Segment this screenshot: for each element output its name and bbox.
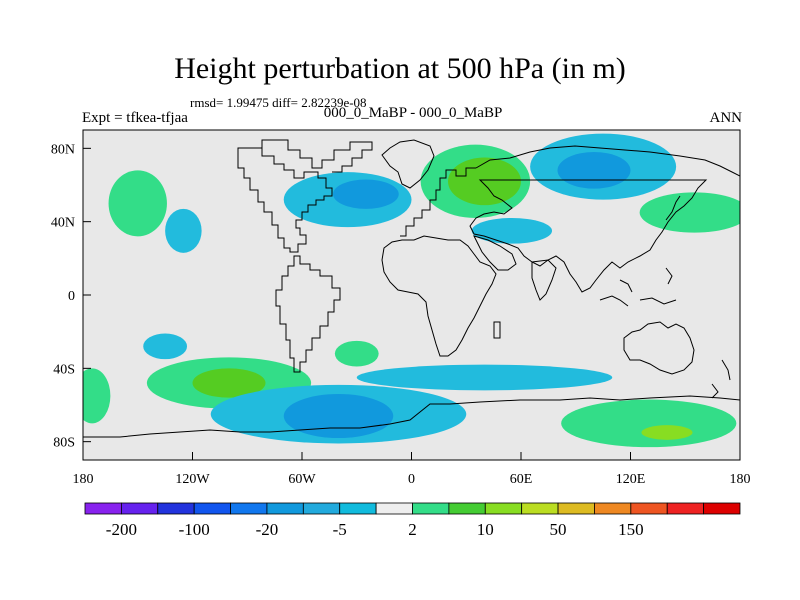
- colorbar-swatch: [157, 502, 195, 515]
- colorbar-label: -200: [106, 520, 137, 539]
- plot-title: Height perturbation at 500 hPa (in m): [174, 52, 626, 85]
- longitude-axis: 180 120W 60W 0 60E 120E 180: [73, 452, 751, 487]
- lat-tick-label: 40S: [53, 362, 75, 377]
- colorbar-label: -20: [256, 520, 279, 539]
- latitude-axis: 80N 40N 0 40S 80S: [51, 142, 91, 451]
- colorbar-swatch: [703, 502, 741, 515]
- colorbar-swatch: [448, 502, 486, 515]
- colorbar-label: 10: [477, 520, 494, 539]
- contour-arctic-east-core: [557, 152, 631, 189]
- lon-tick-label: 120W: [175, 472, 210, 487]
- period-label: 000_0_MaBP - 000_0_MaBP: [323, 105, 503, 121]
- colorbar-swatch: [375, 502, 413, 515]
- contour-south-atlantic-mid: [334, 340, 379, 367]
- lon-tick-label: 60E: [510, 472, 533, 487]
- colorbar-swatch: [302, 502, 341, 515]
- colorbar-swatch: [266, 502, 304, 515]
- colorbar-label: -100: [179, 520, 210, 539]
- colorbar-swatch: [630, 502, 668, 515]
- contour-southern-ocean-east-core: [641, 425, 693, 440]
- contour-indian-ocean-blue: [356, 364, 613, 391]
- season-label: ANN: [709, 110, 743, 126]
- colorbar-label: -5: [333, 520, 347, 539]
- contour-eurasia-north-core: [448, 157, 521, 206]
- contour-pacific-north-japan: [639, 192, 740, 233]
- contour-asia-east-mid: [471, 218, 553, 244]
- lat-tick-label: 0: [68, 289, 75, 304]
- colorbar-swatch: [230, 502, 268, 515]
- colorbar-swatch: [84, 502, 122, 515]
- coastlines: [83, 139, 740, 438]
- colorbar-swatch: [339, 502, 377, 515]
- colorbar-swatch: [666, 502, 705, 515]
- lon-tick-label: 180: [730, 472, 751, 487]
- contour-atlantic-south-west: [83, 368, 111, 424]
- contour-south-pacific-core: [192, 368, 266, 398]
- colorbar-swatch: [484, 502, 523, 515]
- contour-layer: [83, 133, 740, 448]
- colorbar-swatch: [594, 502, 632, 515]
- colorbar-label: 150: [618, 520, 644, 539]
- colorbar-swatch: [557, 502, 595, 515]
- contour-southern-ocean-blue-core: [283, 394, 394, 438]
- stats-label: rmsd= 1.99475 diff= 2.82239e-08: [190, 95, 367, 110]
- colorbar-label: 2: [408, 520, 417, 539]
- colorbar: -200 -100 -20 -5 2 10 50 150: [84, 502, 741, 539]
- lat-tick-label: 40N: [51, 216, 75, 231]
- lon-tick-label: 180: [73, 472, 94, 487]
- lon-tick-label: 60W: [288, 472, 316, 487]
- lat-tick-label: 80N: [51, 142, 75, 157]
- lon-tick-label: 0: [408, 472, 415, 487]
- lon-tick-label: 120E: [616, 472, 646, 487]
- colorbar-swatch: [120, 502, 159, 515]
- lat-tick-label: 80S: [53, 436, 75, 451]
- contour-south-pacific-west: [143, 333, 188, 360]
- colorbar-swatch: [412, 502, 450, 515]
- contour-north-atlantic-core: [333, 179, 399, 209]
- experiment-label: Expt = tfkea-tfjaa: [82, 110, 188, 126]
- colorbar-label: 50: [550, 520, 567, 539]
- contour-pacific-north-west: [108, 170, 167, 237]
- contour-southern-ocean-east: [561, 399, 737, 448]
- colorbar-swatch: [521, 502, 559, 515]
- contour-pacific-north-east: [165, 208, 202, 253]
- colorbar-swatch: [193, 502, 231, 515]
